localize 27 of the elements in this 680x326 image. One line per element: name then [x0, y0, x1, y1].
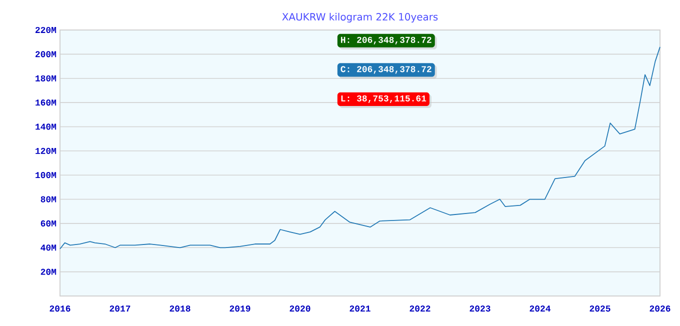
x-tick-label: 2018: [170, 306, 190, 312]
x-tick-label: 2026: [650, 306, 670, 312]
y-tick-label: 100M: [36, 172, 56, 178]
x-tick-label: 2020: [290, 306, 310, 312]
y-tick-label: 60M: [40, 220, 56, 227]
x-tick-label: 2022: [410, 306, 430, 312]
annotation: C: 206,348,378.72: [340, 66, 432, 74]
y-tick-label: 120M: [36, 148, 56, 154]
line-series: [60, 46, 660, 250]
x-tick-label: 2017: [110, 306, 130, 312]
x-tick-label: 2019: [230, 306, 250, 312]
y-tick-label: 160M: [36, 100, 56, 106]
annotation: L: 38,753,115.61: [341, 95, 426, 103]
chart-title: XAUKRW kilogram 22K 10years: [282, 12, 438, 23]
y-tick-label: 220M: [35, 26, 56, 34]
x-tick-label: 2016: [50, 306, 70, 312]
x-tick-label: 2025: [590, 306, 610, 312]
y-tick-label: 200M: [35, 51, 56, 58]
x-tick-label: 2023: [470, 306, 490, 312]
x-tick-label: 2024: [530, 306, 550, 312]
y-tick-label: 20M: [40, 268, 56, 275]
x-tick-label: 2021: [350, 306, 370, 312]
y-tick-label: 180M: [36, 75, 56, 82]
y-tick-label: 40M: [40, 244, 56, 251]
annotation: H: 206,348,378.72: [341, 36, 432, 44]
y-tick-label: 80M: [40, 196, 56, 202]
y-tick-label: 140M: [36, 124, 56, 130]
